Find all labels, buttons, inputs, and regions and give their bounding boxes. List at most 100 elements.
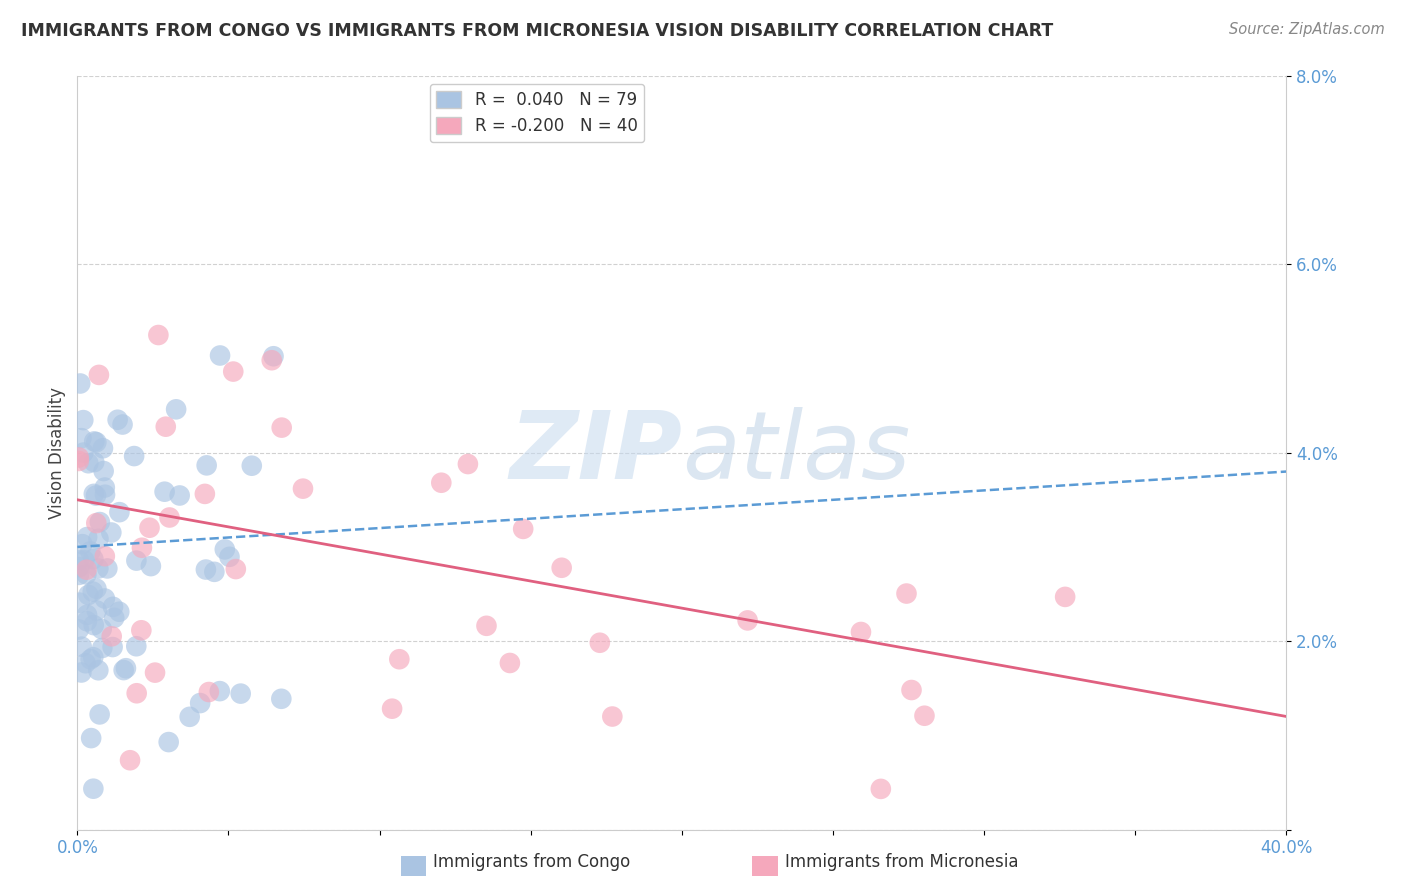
Point xyxy=(100,525,122,540)
Point xyxy=(82,781,104,796)
Point xyxy=(118,753,141,767)
Point xyxy=(83,434,105,449)
Point xyxy=(240,458,263,473)
Point xyxy=(75,657,97,671)
Point xyxy=(131,541,153,555)
Point xyxy=(107,413,129,427)
Point xyxy=(82,584,104,599)
Point xyxy=(914,708,936,723)
Point xyxy=(87,561,110,575)
Point xyxy=(737,614,759,628)
Point xyxy=(148,328,170,343)
Point xyxy=(94,591,117,606)
Point xyxy=(188,696,211,710)
Legend: R =  0.040   N = 79, R = -0.200   N = 40: R = 0.040 N = 79, R = -0.200 N = 40 xyxy=(430,84,644,142)
Point xyxy=(260,353,283,368)
Text: ZIP: ZIP xyxy=(509,407,682,499)
Point xyxy=(89,515,111,529)
Point xyxy=(91,640,114,655)
Point xyxy=(100,629,122,643)
Text: atlas: atlas xyxy=(682,407,910,499)
Point xyxy=(218,549,240,564)
Point xyxy=(512,522,534,536)
Point xyxy=(589,636,612,650)
Y-axis label: Vision Disability: Vision Disability xyxy=(48,387,66,518)
Point xyxy=(80,731,103,745)
Point xyxy=(165,402,187,417)
Point xyxy=(70,640,93,654)
Point xyxy=(93,464,115,478)
Point xyxy=(381,701,404,715)
Text: Immigrants from Congo: Immigrants from Congo xyxy=(433,854,630,871)
Point xyxy=(108,505,131,519)
Point xyxy=(101,599,124,614)
Point xyxy=(83,487,105,501)
Point xyxy=(73,553,96,567)
Point xyxy=(849,625,872,640)
Point xyxy=(214,542,236,557)
Point xyxy=(270,691,292,706)
Point xyxy=(83,455,105,469)
Point xyxy=(194,563,217,577)
Point xyxy=(76,614,98,628)
Point xyxy=(69,596,91,610)
Point xyxy=(70,431,93,445)
Point xyxy=(111,417,134,432)
Point xyxy=(101,640,124,654)
Point xyxy=(82,650,104,665)
Point xyxy=(75,567,97,582)
Point xyxy=(86,435,108,450)
Point xyxy=(229,687,252,701)
Point xyxy=(103,611,125,625)
Point xyxy=(602,709,624,723)
Point xyxy=(79,652,101,666)
Point xyxy=(122,449,145,463)
Point xyxy=(138,521,160,535)
Point xyxy=(90,622,112,636)
Point xyxy=(70,665,93,680)
Point xyxy=(83,618,105,632)
Point xyxy=(76,607,98,622)
Point xyxy=(159,510,181,524)
Point xyxy=(87,532,110,546)
Point xyxy=(263,349,285,363)
Point xyxy=(198,685,221,699)
Point xyxy=(475,619,498,633)
Point xyxy=(82,552,104,566)
Text: Source: ZipAtlas.com: Source: ZipAtlas.com xyxy=(1229,22,1385,37)
Point xyxy=(125,639,148,653)
Point xyxy=(76,530,98,544)
Point xyxy=(94,488,117,502)
Point xyxy=(270,420,292,434)
Point xyxy=(222,365,245,379)
Point xyxy=(86,582,108,596)
Point xyxy=(430,475,453,490)
Point xyxy=(86,603,108,617)
Point xyxy=(388,652,411,666)
Point xyxy=(869,781,891,796)
Point xyxy=(179,710,201,724)
Point xyxy=(79,544,101,558)
Point xyxy=(112,663,135,677)
Point xyxy=(84,489,107,503)
Point xyxy=(67,623,90,637)
Point xyxy=(87,663,110,677)
Point xyxy=(67,454,90,468)
Point xyxy=(67,560,90,574)
Point xyxy=(67,450,90,465)
Point xyxy=(69,376,91,391)
Point xyxy=(89,707,111,722)
Point xyxy=(225,562,247,576)
Point xyxy=(169,488,191,502)
Point xyxy=(155,419,177,434)
Point xyxy=(77,456,100,470)
Point xyxy=(77,588,100,602)
Point xyxy=(194,487,217,501)
Point xyxy=(550,561,572,575)
Point xyxy=(291,482,314,496)
Text: IMMIGRANTS FROM CONGO VS IMMIGRANTS FROM MICRONESIA VISION DISABILITY CORRELATIO: IMMIGRANTS FROM CONGO VS IMMIGRANTS FROM… xyxy=(21,22,1053,40)
Point xyxy=(1054,590,1077,604)
Point xyxy=(96,561,118,575)
Point xyxy=(84,516,107,530)
Point xyxy=(72,413,94,427)
